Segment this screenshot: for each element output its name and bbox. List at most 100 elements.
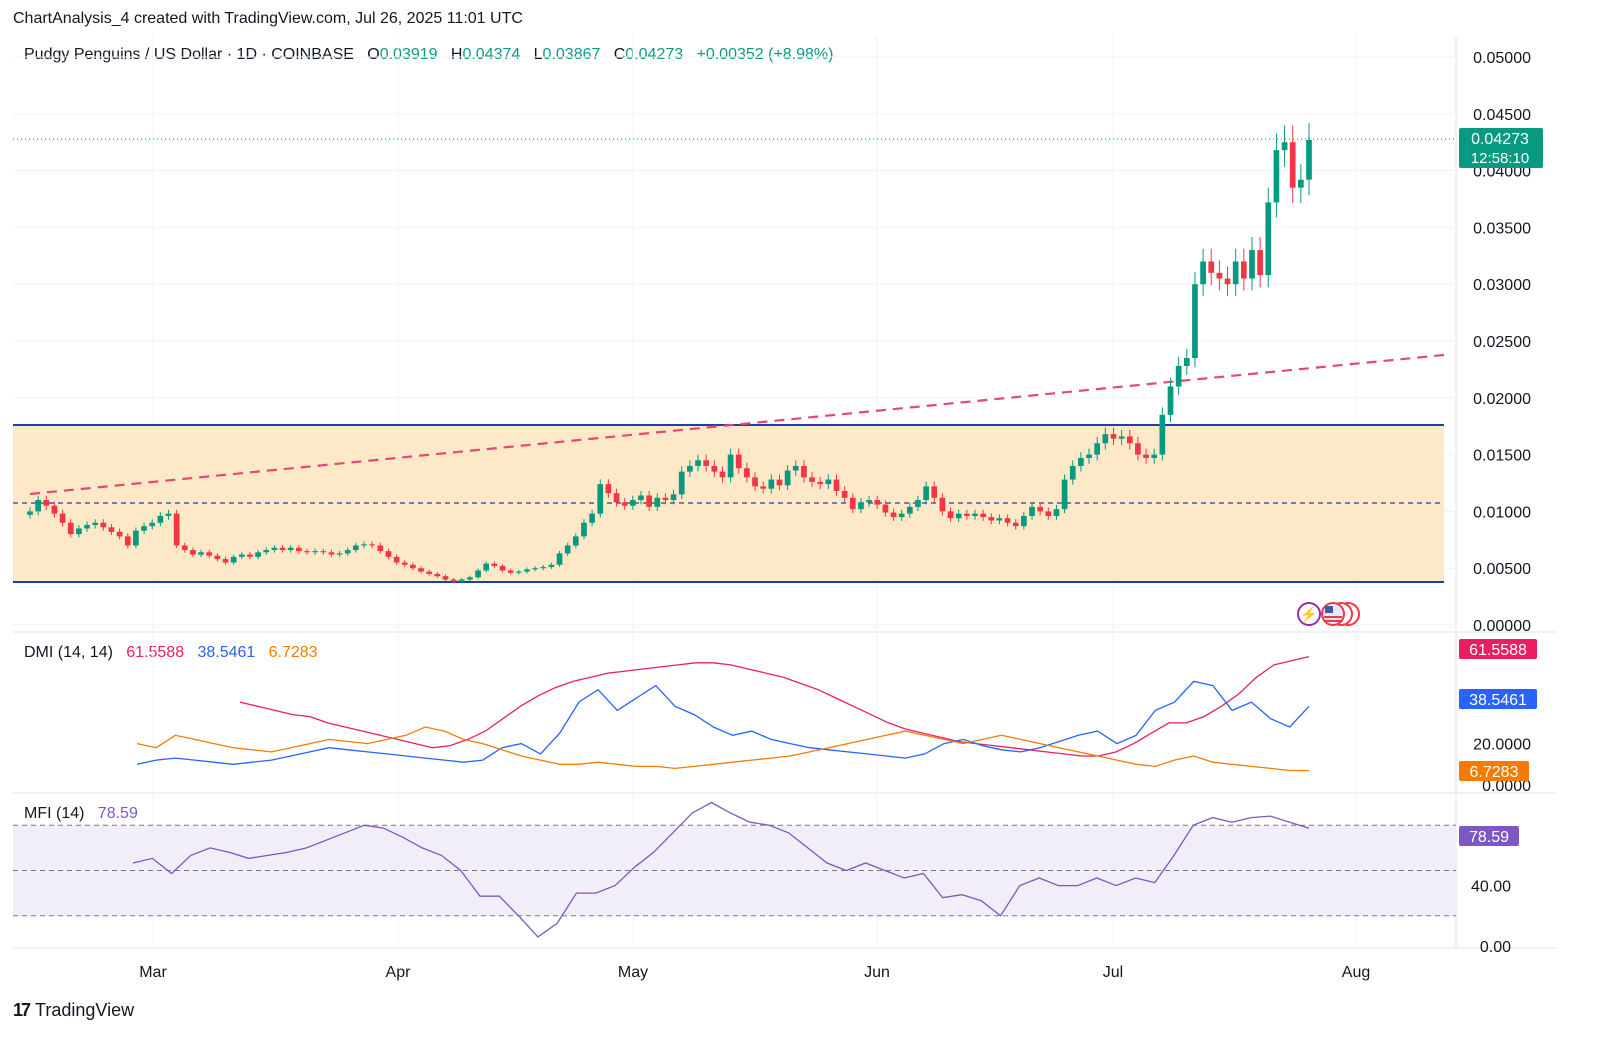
candle-body [1224, 278, 1231, 285]
change-value: +0.00352 (+8.98%) [696, 46, 834, 63]
events-icons[interactable]: ⚡ [1297, 602, 1360, 626]
candle [988, 513, 995, 525]
candle-body [711, 465, 718, 472]
candle-body [670, 494, 677, 501]
candle [222, 556, 229, 565]
candle-body [572, 536, 579, 546]
candle [214, 553, 221, 562]
candle-body [1094, 443, 1101, 455]
candle-body [279, 547, 286, 551]
candle-body [1143, 454, 1149, 459]
candle-body [898, 513, 905, 518]
candle [621, 498, 628, 510]
countdown-text: 12:58:10 [1471, 150, 1529, 167]
dmi-legend: DMI (14, 14) 61.5588 38.5461 6.7283 [24, 644, 318, 662]
candle [947, 507, 954, 522]
minus-di-badge [1459, 761, 1529, 781]
candle-body [646, 495, 652, 507]
candle [279, 545, 286, 553]
candle [825, 474, 832, 490]
us-flag-canton [1325, 606, 1333, 613]
candle [1029, 502, 1035, 520]
candle [1192, 272, 1198, 368]
candle [1167, 378, 1174, 423]
candle [1053, 505, 1060, 520]
candle-body [385, 551, 392, 557]
candle-body [165, 513, 172, 516]
dmi-y-tick-label: 20.0000 [1473, 737, 1531, 754]
candle [295, 545, 302, 554]
candle [149, 519, 156, 530]
candle-body [67, 522, 74, 535]
candle [344, 547, 351, 556]
candle-body [988, 517, 995, 521]
candle [735, 448, 742, 474]
x-tick-label: Apr [386, 964, 412, 981]
indicator-lines [132, 655, 1310, 938]
candle-body [597, 484, 604, 514]
candle [1102, 427, 1109, 450]
candle [890, 508, 897, 521]
candle [581, 519, 587, 540]
candle-body [499, 565, 506, 571]
candle-body [287, 547, 294, 551]
candle [662, 493, 669, 505]
dmi-plus-value: 38.5461 [197, 644, 256, 661]
candle-body [1281, 142, 1288, 151]
candle [312, 548, 318, 555]
candle [84, 521, 90, 532]
candle-body [752, 477, 758, 487]
x-tick-label: Jun [864, 964, 890, 981]
y-tick-label: 0.01500 [1473, 448, 1531, 465]
candle-body [206, 552, 213, 556]
tradingview-brand[interactable]: 17 TradingView [13, 1000, 134, 1021]
candle [206, 549, 213, 559]
lightning-icon[interactable] [1297, 602, 1321, 626]
candle [1069, 460, 1076, 485]
candle [1200, 248, 1206, 297]
candle [263, 547, 270, 555]
candle [939, 493, 946, 516]
candle-body [1306, 139, 1312, 180]
candle [410, 562, 416, 571]
candle-body [483, 563, 490, 571]
candle-body [744, 468, 750, 478]
candle-body [980, 513, 986, 518]
symbol-name: Pudgy Penguins / US Dollar · 1D · COINBA… [24, 46, 354, 63]
candle-body [638, 495, 644, 501]
candle [727, 448, 734, 483]
candle [434, 572, 441, 578]
candle-body [996, 518, 1003, 521]
x-tick-label: Aug [1342, 964, 1370, 981]
candle [548, 562, 555, 570]
candle-body [1192, 284, 1198, 359]
candle [1118, 429, 1125, 446]
candle [1240, 248, 1247, 291]
candle-body [678, 471, 685, 495]
candle-body [1061, 479, 1068, 510]
candle-body [51, 505, 58, 514]
low-value: 0.03867 [542, 46, 601, 63]
candle-body [141, 526, 147, 531]
candle [532, 566, 538, 572]
candle-body [972, 513, 978, 516]
candle-body [654, 497, 661, 507]
candle-body [1240, 261, 1247, 279]
candle [418, 566, 424, 574]
candle [1004, 514, 1011, 527]
candle-body [1298, 179, 1304, 188]
candle [377, 542, 384, 554]
candle-body [295, 547, 302, 552]
candle [287, 545, 294, 553]
candle [898, 509, 905, 521]
candle-body [1257, 250, 1263, 276]
grid [13, 35, 1556, 949]
candle [1257, 236, 1263, 288]
candle [1143, 448, 1149, 464]
candle [1061, 474, 1068, 514]
y-tick-label: 0.01000 [1473, 504, 1531, 521]
dmi-title: DMI (14, 14) [24, 644, 113, 661]
candle [784, 465, 791, 491]
candle-body [727, 454, 734, 478]
